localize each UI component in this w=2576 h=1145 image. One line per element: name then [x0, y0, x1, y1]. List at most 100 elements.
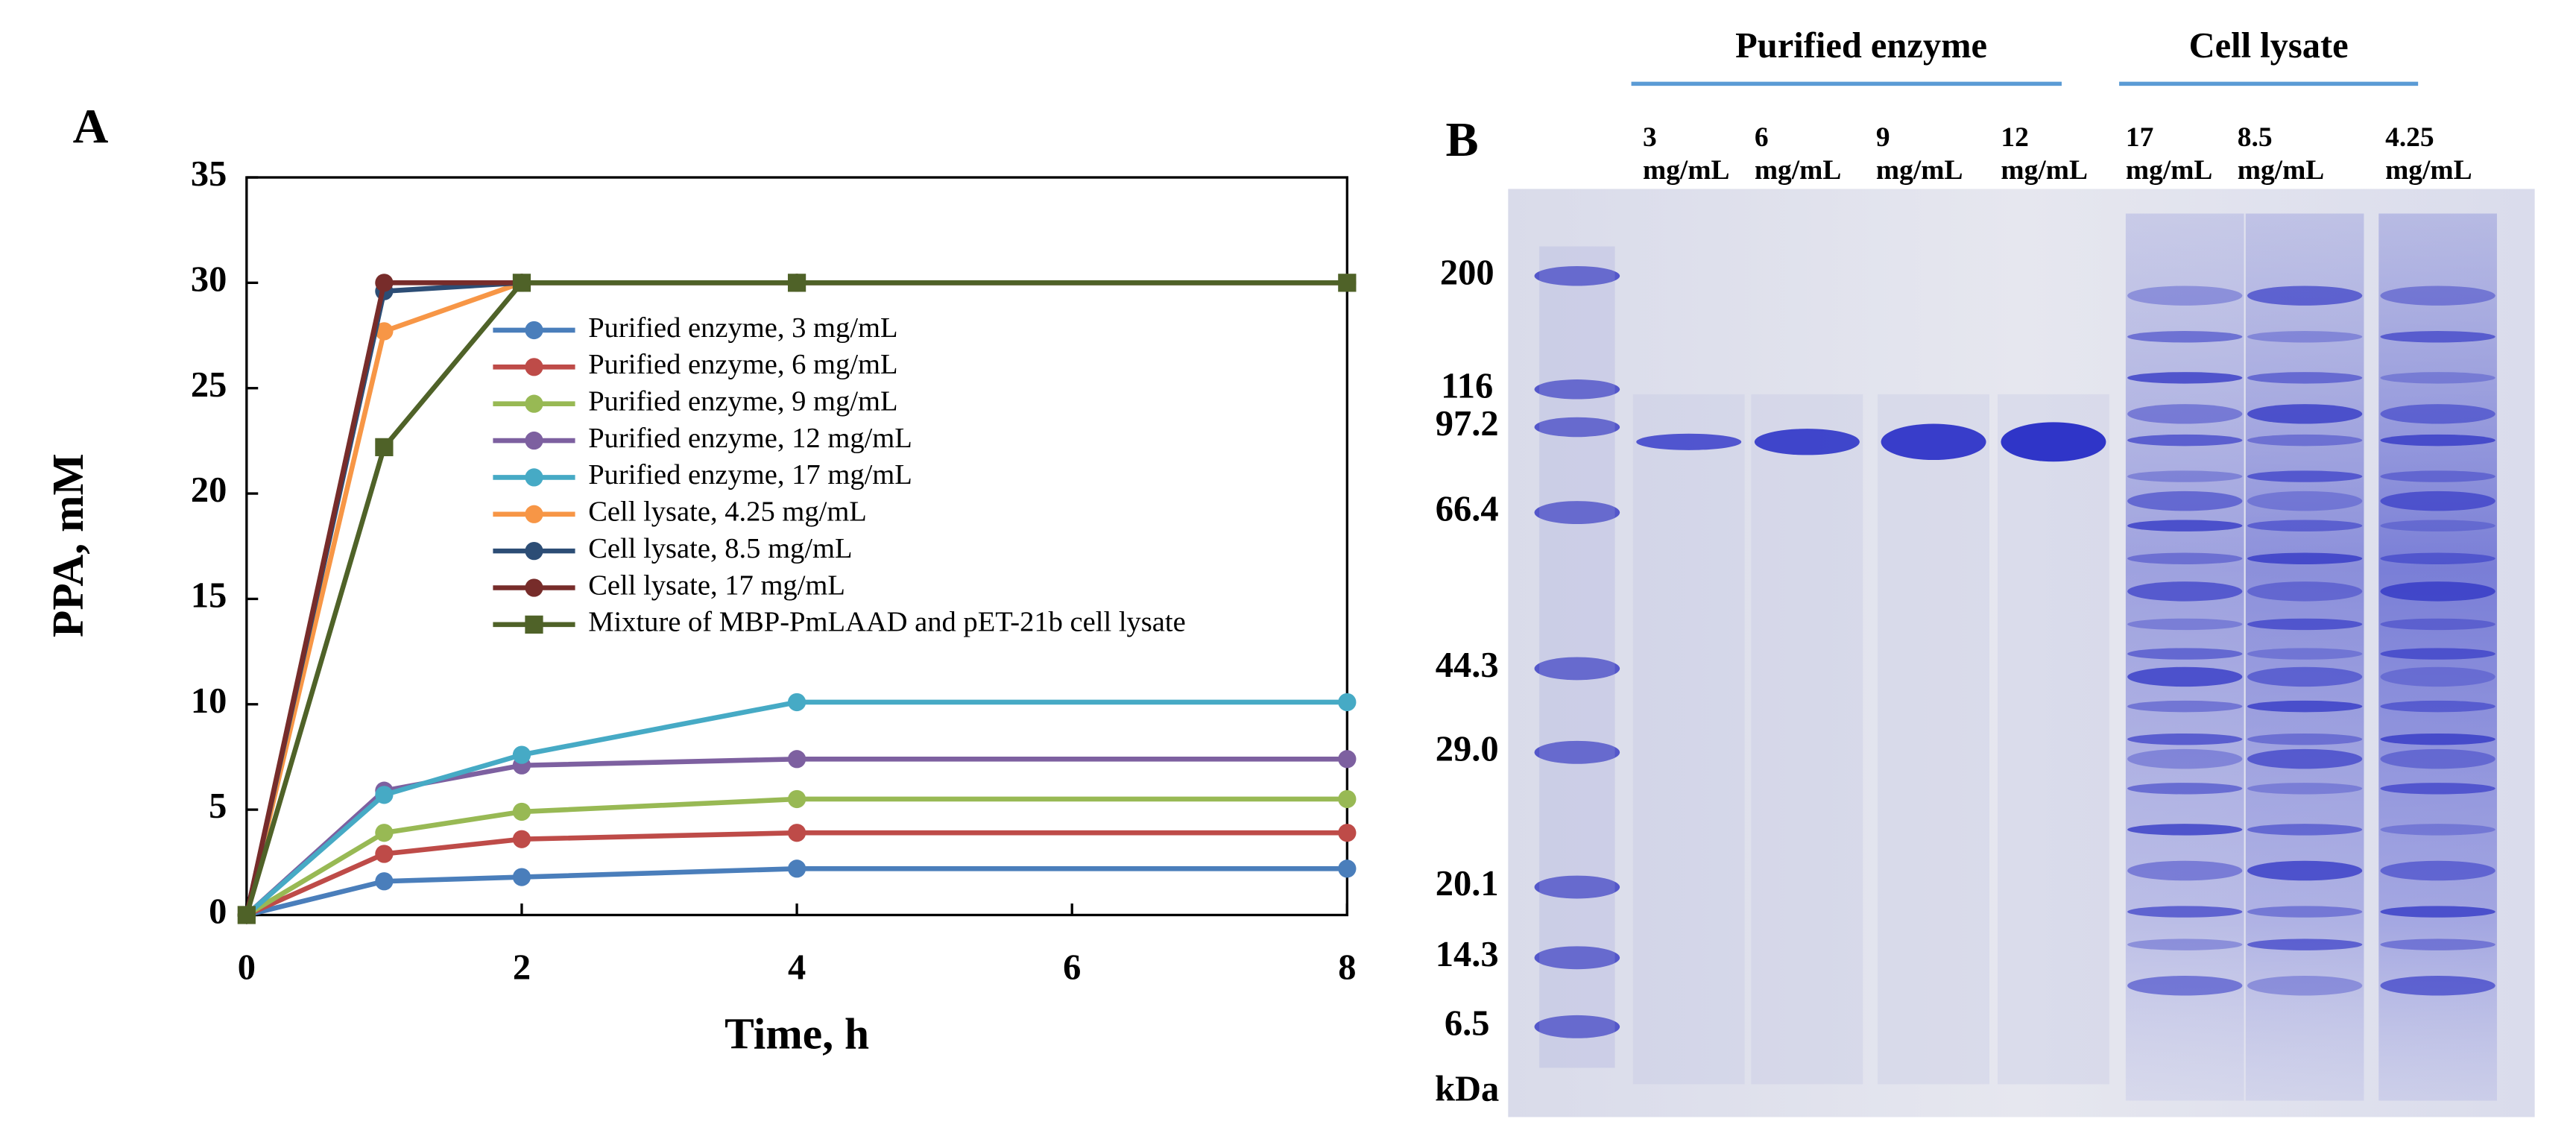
lysate-band: [2127, 470, 2243, 482]
y-axis-label: PPA, mM: [43, 453, 92, 637]
lane-unit: mg/mL: [2001, 155, 2088, 186]
y-tick-label: 15: [191, 576, 227, 616]
lysate-band: [2247, 331, 2363, 343]
lane-amount: 4.25: [2385, 122, 2434, 153]
marker-band: [1534, 501, 1620, 524]
lysate-band: [2380, 666, 2496, 687]
legend-label: Mixture of MBP-PmLAAD and pET-21b cell l…: [588, 607, 1186, 638]
lysate-band: [2127, 860, 2243, 881]
lysate-band: [2247, 404, 2363, 424]
lane-unit: mg/mL: [2238, 155, 2325, 186]
lysate-band: [2380, 404, 2496, 424]
gel-panel: B Purified enzyme Cell lysate kDa 200 116…: [1435, 26, 2535, 1117]
lane-amount: 17: [2126, 122, 2153, 153]
point: [787, 274, 806, 292]
y-tick-label: 30: [191, 259, 227, 299]
lane-amount: 3: [1643, 122, 1657, 153]
lane-smear: [1751, 394, 1863, 1085]
x-tick-label: 2: [513, 948, 531, 988]
point: [1338, 789, 1357, 809]
point: [375, 845, 394, 863]
lysate-band: [2247, 700, 2363, 713]
point: [512, 274, 531, 292]
point: [787, 789, 806, 809]
marker-label: 29.0: [1436, 729, 1499, 769]
protein-band: [2001, 422, 2106, 462]
lane-smear: [1998, 394, 2109, 1085]
lysate-band: [2127, 404, 2243, 424]
point: [512, 802, 531, 821]
lysate-band: [2247, 666, 2363, 687]
marker-label: 200: [1440, 253, 1494, 292]
lane-amount: 8.5: [2238, 122, 2273, 153]
legend-marker: [525, 505, 543, 523]
legend-label: Purified enzyme, 3 mg/mL: [588, 312, 897, 344]
lysate-band: [2380, 520, 2496, 532]
lane-amount: 12: [2001, 122, 2028, 153]
point: [1338, 274, 1357, 292]
lysate-band: [2380, 906, 2496, 918]
legend-marker: [525, 321, 543, 340]
marker-band: [1534, 379, 1620, 400]
lane-unit: mg/mL: [2126, 155, 2213, 186]
marker-label: 66.4: [1436, 490, 1499, 529]
lysate-band: [2247, 824, 2363, 836]
lysate-band: [2380, 331, 2496, 343]
lysate-band: [2127, 286, 2243, 306]
legend-marker: [525, 394, 543, 413]
lysate-band: [2247, 733, 2363, 745]
lysate-band: [2380, 552, 2496, 564]
lysate-band: [2247, 860, 2363, 881]
marker-label: 97.2: [1436, 404, 1499, 444]
lysate-band: [2380, 618, 2496, 631]
point: [787, 750, 806, 769]
marker-band: [1534, 1015, 1620, 1038]
point: [512, 830, 531, 848]
lysate-band: [2247, 939, 2363, 950]
legend-label: Cell lysate, 17 mg/mL: [588, 570, 845, 601]
lysate-band: [2247, 783, 2363, 795]
point: [512, 745, 531, 764]
lysate-band: [2380, 748, 2496, 769]
lysate-band: [2247, 286, 2363, 306]
lysate-band: [2127, 939, 2243, 950]
lysate-band: [2247, 372, 2363, 384]
lysate-band: [2247, 906, 2363, 918]
y-tick-label: 5: [209, 786, 227, 826]
protein-band: [1636, 433, 1742, 450]
legend-label: Cell lysate, 4.25 mg/mL: [588, 496, 867, 528]
x-axis-label: Time, h: [724, 1009, 869, 1058]
lane-unit: mg/mL: [1755, 155, 1842, 186]
legend-label: Purified enzyme, 17 mg/mL: [588, 459, 912, 491]
y-tick-label: 20: [191, 470, 227, 510]
point: [375, 824, 394, 842]
marker-band: [1534, 740, 1620, 764]
lysate-band: [2380, 581, 2496, 602]
marker-band: [1534, 657, 1620, 681]
lane-unit: mg/mL: [2385, 155, 2472, 186]
lane-smear: [1878, 394, 1989, 1085]
point: [1338, 693, 1357, 712]
series-line: [244, 699, 1348, 917]
marker-label: 44.3: [1436, 646, 1499, 685]
lysate-band: [2247, 491, 2363, 511]
lysate-band: [2127, 581, 2243, 602]
lysate-band: [2380, 860, 2496, 881]
x-tick-label: 0: [238, 948, 256, 988]
lysate-band: [2127, 372, 2243, 384]
lysate-band: [2247, 470, 2363, 482]
legend-marker: [525, 615, 543, 634]
legend-label: Cell lysate, 8.5 mg/mL: [588, 533, 852, 564]
x-tick-label: 6: [1063, 948, 1081, 988]
y-tick-label: 0: [209, 892, 227, 932]
y-tick-label: 10: [191, 681, 227, 721]
lysate-band: [2127, 733, 2243, 745]
legend-label: Purified enzyme, 6 mg/mL: [588, 349, 897, 380]
marker-label: 116: [1441, 366, 1493, 406]
lysate-band: [2127, 976, 2243, 996]
point: [1338, 859, 1357, 878]
lane-amount: 6: [1755, 122, 1769, 153]
marker-label: 20.1: [1436, 864, 1499, 903]
legend-marker: [525, 542, 543, 561]
